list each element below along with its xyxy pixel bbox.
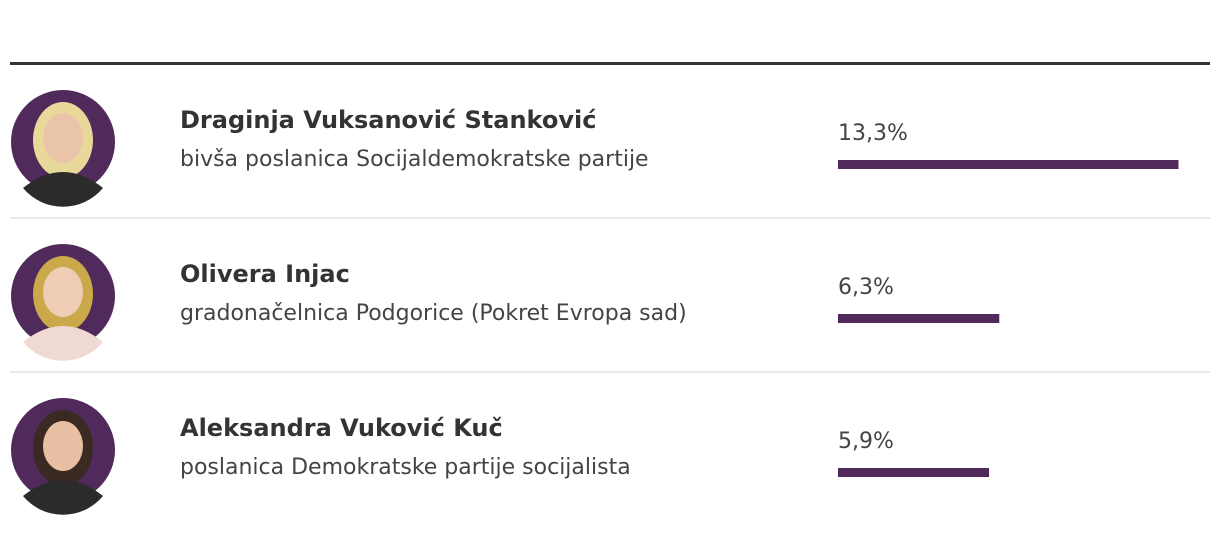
value-label: 13,3% bbox=[838, 121, 908, 146]
avatar bbox=[11, 398, 115, 515]
candidate-name: Olivera Injac bbox=[180, 260, 350, 288]
candidate-name: Aleksandra Vuković Kuč bbox=[180, 414, 503, 442]
candidate-description: bivša poslanica Socijaldemokratske parti… bbox=[180, 147, 649, 172]
avatar-body bbox=[23, 326, 103, 361]
avatar-face bbox=[43, 421, 83, 471]
candidate-description: poslanica Demokratske partije socijalist… bbox=[180, 455, 631, 480]
avatar bbox=[11, 90, 115, 207]
candidate-description: gradonačelnica Podgorice (Pokret Evropa … bbox=[180, 301, 687, 326]
bar bbox=[838, 160, 1179, 169]
candidate-name: Draginja Vuksanović Stanković bbox=[180, 106, 596, 134]
bar bbox=[838, 314, 1000, 323]
avatar-body bbox=[23, 480, 103, 515]
avatar-body bbox=[23, 172, 103, 207]
top-rule bbox=[10, 62, 1210, 65]
bar bbox=[838, 468, 990, 477]
value-label: 5,9% bbox=[838, 429, 894, 454]
avatar-face bbox=[43, 267, 83, 317]
avatar bbox=[11, 244, 115, 361]
avatar-face bbox=[43, 113, 83, 163]
value-label: 6,3% bbox=[838, 275, 894, 300]
